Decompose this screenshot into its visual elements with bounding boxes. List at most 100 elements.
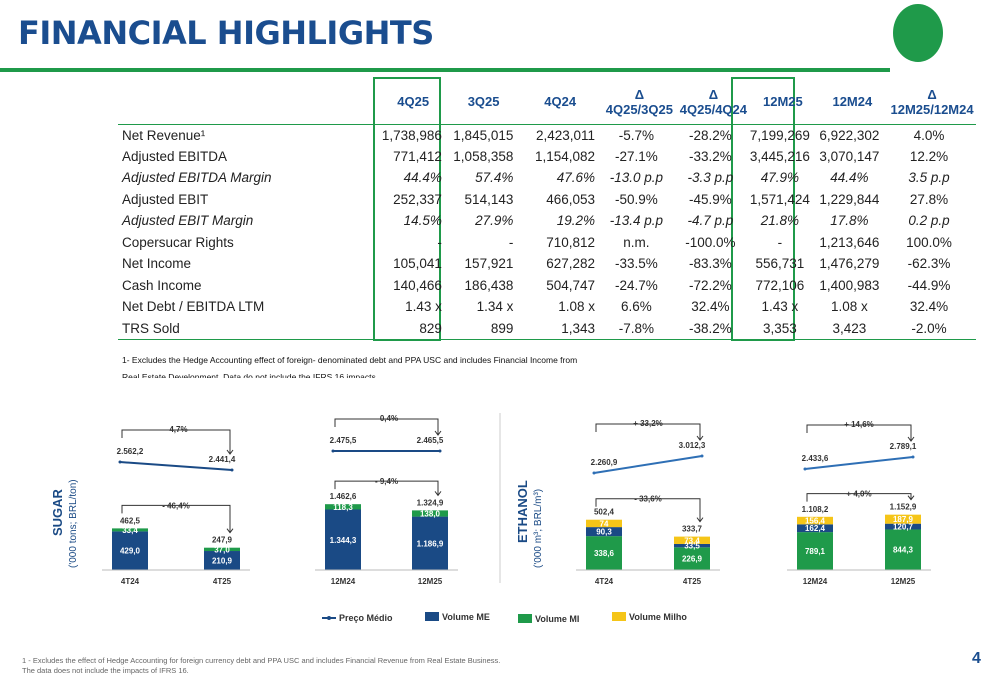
- bar-mi: [674, 547, 710, 570]
- volume-change-arrow: [334, 480, 439, 496]
- price-label: 2.433,6: [802, 454, 829, 463]
- price-point: [331, 449, 335, 453]
- period-label: 12M24: [331, 577, 356, 586]
- table-cell: 21.8%: [760, 213, 800, 229]
- period-label: 12M24: [803, 577, 828, 586]
- bar-me: [586, 527, 622, 537]
- price-change-arrow-head: [226, 449, 234, 455]
- table-cell: 12.2%: [909, 148, 949, 164]
- volume-change-label: - 9,4%: [375, 477, 398, 486]
- table-cell: 1,058,358: [453, 148, 514, 164]
- bar-total-label: 247,9: [212, 536, 233, 545]
- bar-milho: [797, 516, 833, 525]
- volume-change-arrow: [595, 498, 701, 522]
- bar-milho-label: 74: [600, 519, 609, 528]
- price-label: 2.465,5: [417, 436, 444, 445]
- table-cell: 32.4%: [691, 299, 730, 315]
- volume-change-label: - 46,4%: [162, 501, 190, 510]
- table-row: Adjusted EBITDA 771,412 1,058,358 1,154,082…: [118, 146, 976, 168]
- table-footnote: 1- Excludes the Hedge Accounting effect …: [122, 352, 722, 386]
- table-cell: 44.4%: [830, 170, 869, 186]
- table-cell: 44.4%: [403, 170, 442, 186]
- bar-mi: [586, 536, 622, 570]
- table-cell: 3,423: [816, 317, 889, 340]
- table-cell: -72.2%: [689, 277, 732, 293]
- table-cell: 771,412: [393, 148, 442, 164]
- legend-mi-swatch: [518, 614, 532, 623]
- table-cell: 14.5%: [403, 213, 442, 229]
- table-cell: -50.9%: [614, 191, 658, 207]
- table-row: Adjusted EBIT Margin 14.5% 27.9% 19.2% -13.4…: [118, 210, 976, 232]
- price-label: 2.475,5: [330, 436, 357, 445]
- table-cell: 32.4%: [909, 299, 949, 315]
- legend-me-swatch: [425, 612, 439, 621]
- bar-mi-label: 33,4: [122, 526, 138, 535]
- price-point: [911, 455, 915, 459]
- header-rule: [0, 68, 890, 72]
- volume-change-arrow: [806, 493, 912, 502]
- table-row: Net Revenue¹ 1,738,986 1,845,015 2,423,011-…: [118, 123, 976, 146]
- table-cell: 57.4%: [475, 170, 514, 186]
- bar-mi: [112, 528, 148, 532]
- table-cell: 1,213,646: [819, 234, 880, 250]
- price-label: 2.441,4: [209, 455, 236, 464]
- bar-milho-label: 73,4: [684, 536, 700, 545]
- page-footnote-line: The data does not include the impacts of…: [22, 666, 189, 675]
- table-cell: 772,106: [755, 277, 805, 293]
- table-header-row: 4Q25 3Q25 4Q24 Δ 4Q25/3Q25 Δ 4Q25/4Q24 1…: [118, 80, 976, 124]
- price-change-label: - 0,4%: [375, 414, 398, 423]
- price-change-label: + 14,6%: [844, 420, 874, 429]
- price-change-arrow-head: [696, 435, 704, 441]
- period-label: 4T24: [595, 577, 614, 586]
- financial-table: 4Q25 3Q25 4Q24 Δ 4Q25/3Q25 Δ 4Q25/4Q24 1…: [118, 80, 976, 340]
- table-cell: -3.3 p.p: [687, 170, 734, 186]
- bar-milho: [586, 519, 622, 528]
- sugar-axis-unit: ('000 tons; BRL/ton): [68, 479, 79, 568]
- bar-me-label: 33,5: [684, 542, 700, 551]
- table-cell: 186,438: [464, 277, 514, 293]
- row-label: TRS Sold: [118, 317, 379, 340]
- price-point: [438, 449, 442, 453]
- table-cell: 157,921: [464, 256, 514, 272]
- volume-change-arrow-head: [907, 495, 915, 501]
- table-cell: 504,747: [546, 277, 596, 293]
- bar-mi-label: 118,3: [333, 503, 353, 512]
- ethanol-axis-unit: ('000 m³; BRL/m³): [533, 489, 544, 568]
- bar-me-label: 162,4: [805, 524, 826, 533]
- price-point: [118, 460, 122, 464]
- table-cell: -33.5%: [614, 256, 658, 272]
- charts-panel: 2.562,2 2.441,4 - 4,7% 429,0 33,4 462,5 4T24 21…: [0, 378, 1000, 638]
- bar-total-label: 1.324,9: [417, 498, 444, 507]
- table-cell: 1,738,986: [378, 123, 448, 146]
- price-label: 2.562,2: [117, 447, 144, 456]
- table-cell: -27.1%: [614, 148, 658, 164]
- bar-me: [885, 523, 921, 530]
- volume-change-label: - 33,6%: [634, 495, 662, 504]
- bar-mi-label: 789,1: [805, 547, 826, 556]
- table-body: Net Revenue¹ 1,738,986 1,845,015 2,423,011-…: [118, 123, 976, 340]
- table-cell: 1,476,279: [819, 256, 880, 272]
- period-label: 12M25: [418, 577, 443, 586]
- table-cell: 3,353: [749, 317, 817, 340]
- page-title: FINANCIAL HIGHLIGHTS: [18, 14, 434, 52]
- price-change-arrow-head: [907, 436, 915, 442]
- table-cell: 6,922,302: [816, 123, 889, 146]
- table-cell: -44.9%: [907, 277, 951, 293]
- period-label: 4T25: [683, 577, 702, 586]
- bar-mi: [885, 529, 921, 570]
- col-header: Δ 12M25/12M24: [890, 86, 974, 117]
- bar-total-label: 1.108,2: [802, 505, 829, 514]
- bar-me-label: 120,7: [893, 523, 914, 532]
- table-row: Cash Income 140,466 186,438 504,747 -24.7% -7…: [118, 275, 976, 297]
- row-label: Net Revenue¹: [118, 123, 379, 146]
- table-cell: 47.6%: [556, 170, 596, 186]
- table-row: Net Debt / EBITDA LTM 1.43 x 1.34 x 1.08 x 6…: [118, 296, 976, 318]
- logo: [893, 4, 943, 62]
- price-change-arrow: [806, 424, 912, 441]
- volume-change-arrow-head: [434, 491, 442, 497]
- table-cell: -4.7 p.p: [687, 213, 734, 229]
- table-cell: 829: [378, 317, 448, 340]
- period-label: 12M25: [891, 577, 916, 586]
- price-point: [592, 471, 596, 475]
